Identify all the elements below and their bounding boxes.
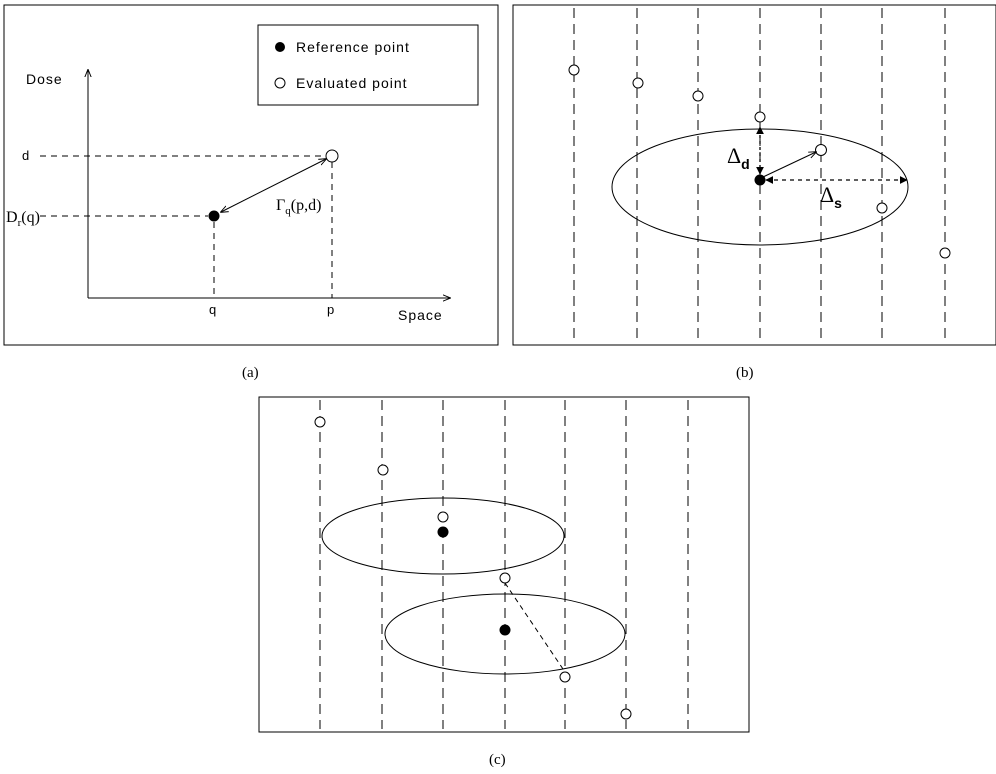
dose-axis-label: Dose bbox=[26, 71, 63, 87]
panel-c bbox=[258, 396, 750, 733]
panel-c-reference-point-upper bbox=[437, 526, 449, 538]
reference-point bbox=[208, 210, 220, 222]
panel-b: Δd Δs bbox=[512, 4, 996, 346]
panel-b-reference-point bbox=[754, 174, 766, 186]
panel-c-frame bbox=[258, 396, 750, 733]
panel-a-frame bbox=[3, 4, 499, 346]
gamma-label: Γq(p,d) bbox=[276, 197, 321, 217]
legend-reference-label: Reference point bbox=[296, 39, 410, 55]
panel-b-frame bbox=[512, 4, 996, 346]
delta-s-label: Δs bbox=[820, 182, 842, 211]
gamma-arrow bbox=[221, 159, 326, 212]
panel-b-grid bbox=[573, 8, 946, 342]
caption-c: (c) bbox=[489, 752, 506, 768]
caption-b: (b) bbox=[736, 365, 754, 381]
acceptance-ellipse-upper bbox=[321, 497, 565, 575]
legend-box bbox=[257, 24, 479, 106]
reference-point-icon bbox=[275, 42, 285, 52]
panel-a: Reference point Evaluated point Dose Spa… bbox=[3, 4, 499, 346]
panel-b-evaluated-points bbox=[568, 64, 951, 259]
panel-c-evaluated-points bbox=[314, 416, 632, 720]
evaluated-point bbox=[325, 149, 339, 163]
evaluated-point-icon bbox=[274, 77, 286, 89]
legend-evaluated-label: Evaluated point bbox=[296, 75, 408, 91]
space-axis-label: Space bbox=[398, 307, 443, 323]
tick-q: q bbox=[209, 302, 216, 317]
guide-lines bbox=[40, 155, 333, 298]
caption-a: (a) bbox=[242, 365, 259, 381]
minimum-distance-line bbox=[504, 582, 566, 673]
evaluation-arrow bbox=[762, 152, 816, 178]
legend: Reference point Evaluated point bbox=[257, 24, 479, 106]
delta-d-label: Δd bbox=[727, 143, 750, 172]
panel-c-reference-point-lower bbox=[499, 624, 511, 636]
acceptance-ellipse-lower bbox=[384, 593, 626, 675]
tick-Dr: Dr(q) bbox=[6, 209, 40, 229]
tick-p: p bbox=[327, 302, 334, 317]
panel-c-grid bbox=[319, 400, 689, 729]
tick-d: d bbox=[22, 148, 29, 163]
